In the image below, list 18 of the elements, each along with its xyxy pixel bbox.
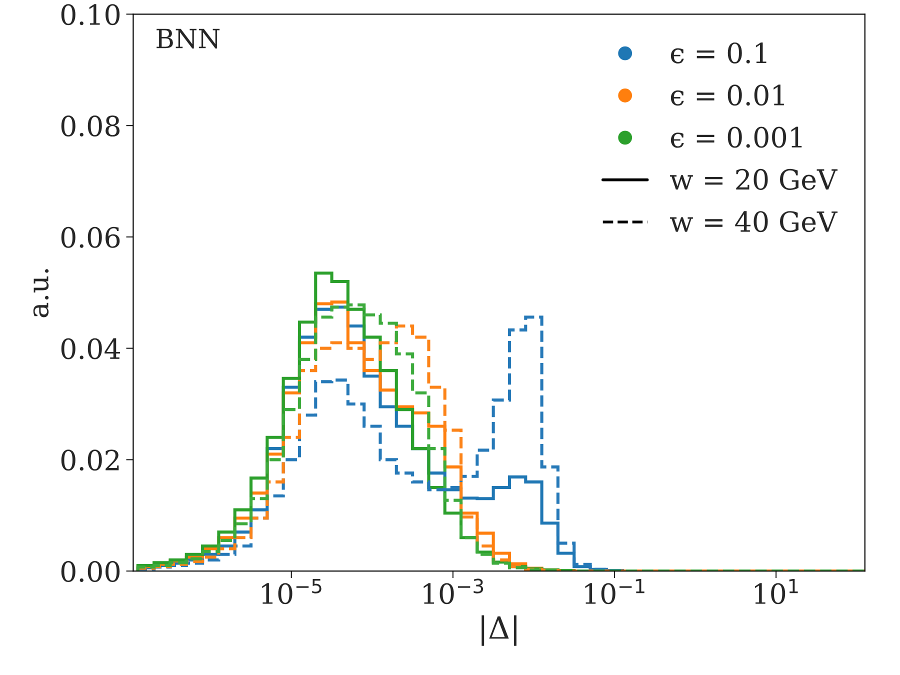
annotation: BNN [156,28,220,49]
legend-label: ϵ = 0.001 [670,126,802,148]
y-axis-title: a.u. [33,269,49,318]
annotation: w = 20 GeV [670,168,838,190]
x-tick-label: 10$^{−5}$ [262,578,322,604]
y-tick-label: 0.10 [61,4,120,26]
x-axis-title: |Δ| [482,615,516,646]
y-tick-label: 0.04 [61,338,120,360]
y-tick-label: 0.08 [61,115,120,136]
legend-label: ϵ = 0.01 [670,84,784,106]
y-tick-label: 0.00 [61,560,120,582]
y-tick-label: 0.02 [61,450,119,471]
x-tick-label: 10$^{1}$ [754,578,798,604]
x-tick-label: 10$^{−1}$ [585,578,644,604]
y-tick-label: 0.06 [61,226,120,248]
annotation: w = 40 GeV [670,211,838,232]
x-tick-label: 10$^{−3}$ [424,578,484,604]
legend-label: ϵ = 0.1 [670,42,766,64]
